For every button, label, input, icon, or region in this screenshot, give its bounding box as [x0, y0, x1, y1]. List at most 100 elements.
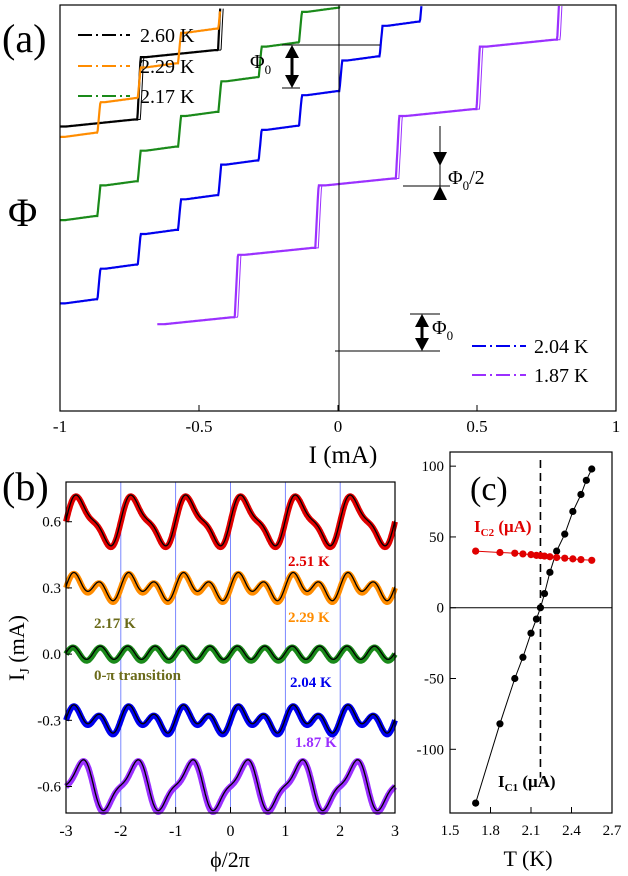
panel-c-ytick-label-2: 0 [437, 601, 445, 617]
panel-b-data-2 [63, 644, 398, 664]
panel-c-xtick-label-2: 2.1 [522, 823, 541, 839]
panel-c-point-1-4 [527, 551, 535, 559]
label-217: 2.17 K [94, 616, 136, 632]
panel-c-ytick-label-4: -100 [417, 742, 445, 758]
panel-a-label: (a) [2, 16, 46, 61]
panel-b-fit-0 [65, 494, 396, 547]
panel-c-point-0-0 [472, 799, 480, 807]
panel-a-xticks: -1 -0.5 0 0.5 1 [53, 405, 620, 436]
panel-b-yticks: 0.6 0.3 0.0 -0.3 -0.6 [37, 515, 72, 796]
panel-a-xtick-label-1: -0.5 [186, 417, 213, 436]
panel-b-fit-4 [65, 759, 396, 812]
panel-c-point-1-1 [496, 548, 504, 557]
panel-c-point-0-6 [536, 604, 545, 612]
legend-label-229: 2.29 K [140, 56, 195, 78]
panel-b-fit-1 [65, 571, 396, 602]
label-187: 1.87 K [295, 735, 337, 751]
phi0-upper-annotation: Φ0 [250, 44, 380, 89]
panel-b-ytick-label-2: 0.0 [42, 647, 61, 663]
panel-c-point-1-3 [519, 550, 527, 558]
panel-b-xtick-label-6: 3 [391, 823, 399, 840]
panel-c-point-0-2 [511, 674, 519, 683]
panel-a-curve-2 [60, 5, 341, 222]
panel-c-point-0-14 [588, 465, 596, 473]
panel-b-gridlines [120, 482, 341, 813]
legend-label-204: 2.04 K [534, 336, 589, 358]
panel-a-xtick-label-3: 0.5 [466, 417, 487, 436]
panel-c-point-1-2 [511, 549, 519, 557]
panel-b-xtick-label-5: 2 [336, 823, 344, 840]
panel-a-curve-4-hysteresis [160, 5, 563, 325]
panel-b-curves [63, 493, 398, 815]
panel-c-point-0-7 [540, 589, 549, 598]
panel-c-point-0-5 [532, 615, 541, 623]
panel-c-point-0-8 [546, 568, 554, 576]
panel-b-ytick-label-3: -0.3 [37, 713, 61, 729]
panel-b-xticks: -3 -2 -1 0 1 2 3 [59, 807, 399, 840]
panel-b-fit-2 [65, 645, 396, 661]
panel-c-ytick-label-0: 100 [422, 459, 445, 475]
panel-c-point-1-11 [569, 555, 577, 563]
panel-a-ylabel: Φ [8, 190, 37, 235]
panel-b: (b) -3 -2 -1 0 1 2 3 0.6 0.3 0.0 -0.3 -0.6 ϕ/2π IJ… [2, 464, 399, 872]
panel-b-xtick-label-3: 0 [227, 823, 235, 840]
phi0-lower-annotation: Φ0 [335, 313, 453, 352]
legend-label-217: 2.17 K [140, 86, 195, 108]
label-ic1: IC1 (μA) [498, 772, 556, 794]
phi0-upper-label: Φ0 [250, 51, 271, 77]
panel-c-label: (c) [470, 471, 508, 508]
panel-c-ytick-label-3: -50 [424, 672, 444, 688]
panel-c-point-0-3 [519, 653, 527, 661]
panel-c-point-0-13 [582, 476, 590, 484]
panel-b-ytick-label-1: 0.3 [42, 581, 61, 597]
panel-c-point-1-0 [472, 547, 480, 555]
label-204: 2.04 K [290, 675, 332, 691]
panel-a-legend-top: 2.60 K 2.29 K 2.17 K [78, 25, 195, 108]
panel-b-label: (b) [2, 464, 49, 509]
panel-b-xtick-label-4: 1 [281, 823, 289, 840]
panel-a-curve-3 [60, 6, 423, 305]
panel-b-xlabel: ϕ/2π [210, 847, 250, 872]
legend-label-260: 2.60 K [140, 25, 195, 47]
panel-c-point-1-7 [540, 552, 549, 560]
panel-b-xtick-label-0: -3 [59, 823, 72, 840]
panel-a-xlabel: I (mA) [309, 442, 378, 469]
panel-c-xtick-label-4: 2.7 [603, 823, 622, 839]
panel-a-legend-bottom: 2.04 K 1.87 K [472, 336, 589, 387]
panel-c-xticks: 1.5 1.8 2.1 2.4 2.7 [441, 807, 622, 839]
panel-c-point-0-4 [527, 629, 535, 637]
panel-c-point-0-1 [496, 720, 504, 728]
panel-c-point-1-8 [546, 553, 554, 561]
legend-label-187: 1.87 K [534, 365, 589, 387]
panel-b-ylabel: IJ (mA) [4, 615, 33, 681]
panel-c-yticks: 100 50 0 -50 -100 [417, 459, 456, 758]
phi0-lower-label: Φ0 [432, 317, 453, 343]
panel-a-curve-4 [157, 5, 560, 326]
panel-c-point-1-12 [577, 555, 585, 564]
panel-c-line-0 [475, 468, 593, 804]
panel-c-xtick-label-0: 1.5 [441, 823, 460, 839]
panel-b-ytick-label-4: -0.6 [37, 780, 61, 796]
panel-b-xtick-label-1: -2 [114, 823, 127, 840]
panel-b-data-4 [63, 758, 398, 815]
label-251: 2.51 K [288, 554, 330, 570]
phi0-half-annotation: Φ0/2 [403, 126, 485, 200]
panel-b-fit-3 [65, 704, 396, 734]
panel-c-xlabel: T (K) [503, 846, 552, 871]
panel-a-curve-1 [60, 11, 222, 138]
label-transition: 0-π transition [94, 668, 182, 684]
panel-a-xtick-label-2: 0 [334, 417, 343, 436]
panel-b-ytick-label-0: 0.6 [42, 515, 61, 531]
panel-c-point-0-10 [561, 530, 569, 538]
panel-a-curves [60, 5, 563, 326]
panel-a-xtick-label-4: 1 [612, 417, 621, 436]
panel-c-xtick-label-3: 2.4 [562, 823, 581, 839]
panel-c-ytick-label-1: 50 [429, 530, 444, 546]
panel-c-xtick-label-1: 1.8 [481, 823, 500, 839]
label-229: 2.29 K [288, 610, 330, 626]
panel-a-xtick-label-0: -1 [53, 417, 67, 436]
panel-c-point-0-9 [553, 547, 561, 555]
panel-c-point-1-10 [561, 554, 569, 562]
phi0-half-label: Φ0/2 [448, 167, 485, 193]
panel-c-series [472, 465, 596, 807]
